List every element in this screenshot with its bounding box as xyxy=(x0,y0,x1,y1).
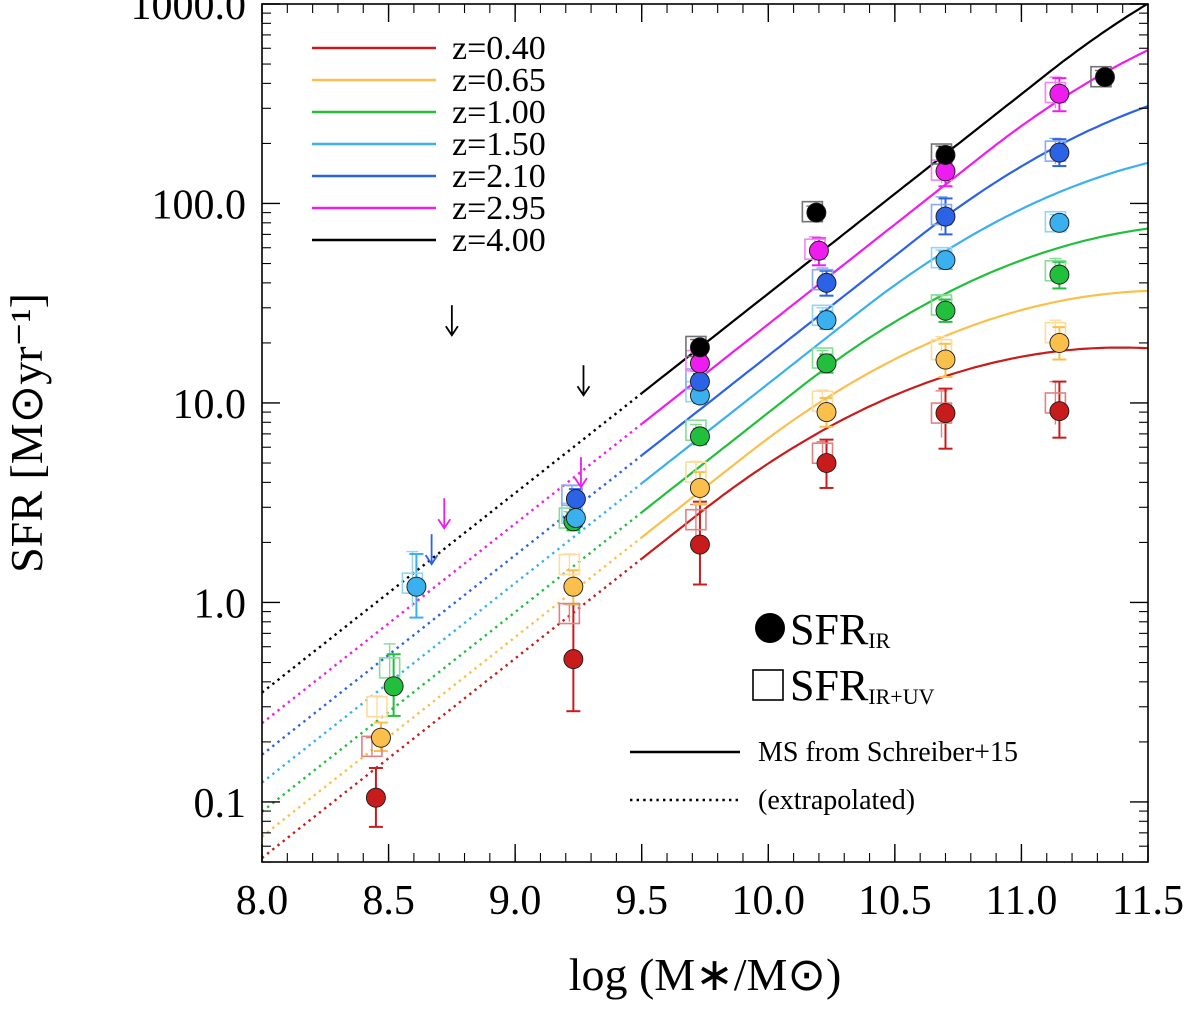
iruv-square-0-1 xyxy=(558,602,581,625)
legend-label-2: z=1.00 xyxy=(452,94,546,131)
axes: 8.0 8.5 9.0 9.5 10.0 10.5 11.0 11.5 0.1 1.0 10.0 10… xyxy=(131,0,1184,924)
y-tick-label-3: 100.0 xyxy=(152,182,247,228)
ir-circle-6-2 xyxy=(935,145,956,165)
ir-circle-4-1 xyxy=(689,371,710,392)
upper-limit-arrows xyxy=(424,305,591,566)
ms-curve-extrapolated-6 xyxy=(262,392,643,694)
ir-circle-3-1 xyxy=(565,508,586,528)
ir-circle-1-5 xyxy=(1049,332,1070,353)
plot-frame xyxy=(261,3,1149,863)
ms-curve-extrapolated-1 xyxy=(262,536,643,838)
ms-curve-5 xyxy=(641,49,1148,425)
marker-legend-iruv-label: SFRIR+UV xyxy=(790,661,935,710)
y-axis-label: SFR [M⊙yr⁻¹] xyxy=(1,293,52,573)
marker-legend-circle xyxy=(755,613,785,643)
ms-curve-extrapolated-3 xyxy=(262,482,643,784)
legend-label-3: z=1.50 xyxy=(452,126,546,163)
ir-circle-0-5 xyxy=(1049,401,1070,422)
ir-circle-2-2 xyxy=(689,426,710,447)
upper-limit-head-0 xyxy=(445,325,459,337)
upper-limit-head-4 xyxy=(424,554,439,566)
ir-circle-4-0 xyxy=(565,489,586,509)
y-tick-label-0: 0.1 xyxy=(194,781,247,827)
iruv-square-0-2 xyxy=(685,508,707,531)
ms-curve-1 xyxy=(641,289,1148,539)
x-tick-label-3: 9.5 xyxy=(615,878,668,924)
ms-curve-4 xyxy=(641,105,1148,457)
ir-circle-5-3 xyxy=(1049,83,1070,104)
ir-circle-3-4 xyxy=(935,250,956,271)
marker-legend: SFRIR SFRIR+UV xyxy=(752,605,935,710)
x-tick-label-2: 9.0 xyxy=(489,878,542,924)
series-legend: z=0.40z=0.65z=1.00z=1.50z=2.10z=2.95z=4.… xyxy=(312,30,546,259)
ir-circle-2-0 xyxy=(383,676,404,697)
ir-circle-4-3 xyxy=(935,206,956,227)
y-tick-label-2: 10.0 xyxy=(173,382,247,428)
marker-legend-ir-label: SFRIR xyxy=(790,605,891,654)
ir-circle-0-0 xyxy=(365,787,386,808)
ms-curve-extrapolated-2 xyxy=(262,511,643,813)
x-tick-label-1: 8.5 xyxy=(362,878,415,924)
ir-circle-0-2 xyxy=(689,534,710,555)
ir-circle-0-4 xyxy=(935,403,956,424)
line-legend: MS from Schreiber+15 (extrapolated) xyxy=(630,737,1018,816)
ms-curve-3 xyxy=(641,161,1148,485)
ir-circle-3-3 xyxy=(816,310,837,331)
x-tick-label-7: 11.5 xyxy=(1112,878,1184,924)
x-tick-label-0: 8.0 xyxy=(236,878,289,924)
ir-circle-2-5 xyxy=(1049,264,1070,285)
ms-curve-extrapolated-5 xyxy=(262,422,643,725)
upper-limit-head-1 xyxy=(576,385,591,397)
upper-limit-head-2 xyxy=(437,518,452,530)
iruv-square-1-0 xyxy=(366,695,388,718)
ir-circle-1-1 xyxy=(563,576,584,597)
marker-legend-square xyxy=(752,669,784,701)
iruv-square-1-1 xyxy=(558,553,581,576)
x-tick-label-4: 10.0 xyxy=(732,878,806,924)
ir-circle-2-4 xyxy=(935,300,956,321)
ir-circle-3-0 xyxy=(406,576,427,597)
legend-label-6: z=4.00 xyxy=(452,222,546,259)
ms-curve-extrapolated-0 xyxy=(262,557,643,859)
ir-circle-2-3 xyxy=(816,353,837,374)
x-tick-label-6: 11.0 xyxy=(985,878,1057,924)
ir-circle-4-4 xyxy=(1049,142,1070,163)
ir-circle-1-0 xyxy=(371,727,391,748)
ir-circle-6-0 xyxy=(689,337,710,358)
x-tick-label-5: 10.5 xyxy=(858,878,932,924)
ir-circles xyxy=(365,67,1115,808)
ir-circle-1-3 xyxy=(816,402,837,423)
ir-circle-3-5 xyxy=(1049,212,1070,233)
ir-circle-6-1 xyxy=(806,202,827,223)
ir-circle-0-1 xyxy=(563,649,584,670)
legend-label-1: z=0.65 xyxy=(452,62,546,99)
legend-label-4: z=2.10 xyxy=(452,158,546,195)
line-legend-dotted-label: (extrapolated) xyxy=(758,785,915,816)
ir-circle-4-2 xyxy=(816,272,837,293)
ir-circle-1-4 xyxy=(935,349,956,370)
upper-limit-head-3 xyxy=(574,477,588,489)
line-legend-solid-label: MS from Schreiber+15 xyxy=(758,737,1018,768)
y-tick-label-1: 1.0 xyxy=(194,581,247,627)
ir-circle-6-3 xyxy=(1095,67,1115,88)
ms-curve-6 xyxy=(641,4,1148,395)
x-axis-label: log (M∗/M⊙) xyxy=(569,949,842,1000)
ms-curve-2 xyxy=(641,227,1148,514)
legend-label-5: z=2.95 xyxy=(452,190,546,227)
ir-circle-5-1 xyxy=(808,240,829,261)
y-tick-label-4: 1000.0 xyxy=(131,0,247,29)
ir-circle-1-2 xyxy=(689,477,710,498)
ir-circle-0-3 xyxy=(816,453,837,473)
legend-label-0: z=0.40 xyxy=(452,30,546,67)
